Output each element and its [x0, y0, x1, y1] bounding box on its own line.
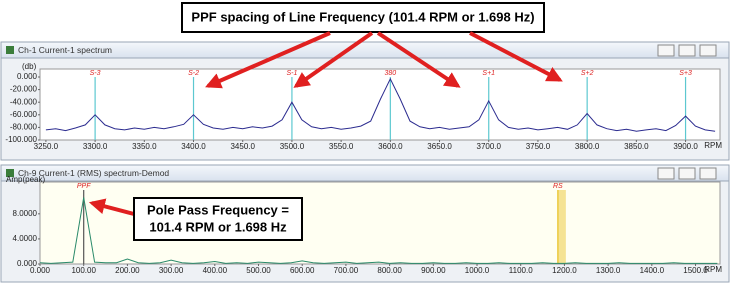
- marker-label: S+1: [482, 70, 495, 77]
- x-axis-label: RPM: [704, 265, 722, 274]
- marker-label: PPF: [77, 183, 91, 190]
- y-tick-label: 0.000: [17, 72, 38, 81]
- marker-band: [557, 190, 566, 264]
- spectrum-line: [39, 197, 718, 264]
- x-tick-label: 3500.0: [280, 142, 305, 151]
- marker-label: RS: [553, 183, 563, 190]
- x-tick-label: 3800.0: [575, 142, 600, 151]
- x-tick-label: 3600.0: [378, 142, 403, 151]
- x-tick-label: 3550.0: [329, 142, 354, 151]
- x-tick-label: 800.00: [377, 266, 402, 275]
- y-tick-label: 4.0000: [13, 234, 38, 243]
- marker-label: S-3: [90, 70, 101, 77]
- y-tick-label: 0.000: [17, 259, 38, 268]
- window-buttons[interactable]: [657, 167, 717, 180]
- callout-box: [133, 197, 303, 241]
- x-tick-label: 3850.0: [624, 142, 649, 151]
- x-tick-label: 400.00: [203, 266, 228, 275]
- marker-label: S+2: [581, 70, 594, 77]
- x-tick-label: 1200.0: [552, 266, 577, 275]
- y-tick-label: -60.000: [10, 110, 38, 119]
- x-tick-label: 3400.0: [181, 142, 206, 151]
- x-tick-label: 0.000: [30, 266, 51, 275]
- x-tick-label: 700.00: [334, 266, 359, 275]
- marker-label: S-2: [188, 70, 199, 77]
- x-tick-label: 3300.0: [83, 142, 108, 151]
- x-tick-label: 600.00: [290, 266, 315, 275]
- x-tick-label: 1000.0: [465, 266, 490, 275]
- x-tick-label: 900.00: [421, 266, 446, 275]
- window-title: Ch-1 Current-1 spectrum: [18, 45, 112, 55]
- y-tick-label: -100.000: [5, 135, 37, 144]
- x-tick-label: 1400.0: [640, 266, 665, 275]
- callout-text: Pole Pass Frequency =: [147, 202, 289, 217]
- x-tick-label: 100.00: [71, 266, 96, 275]
- callout-text: PPF spacing of Line Frequency (101.4 RPM…: [191, 9, 534, 24]
- arrows: [88, 31, 563, 216]
- x-tick-label: 1500.0: [683, 266, 708, 275]
- callout-text: 101.4 RPM or 1.698 Hz: [149, 219, 287, 234]
- x-tick-label: 1100.0: [509, 266, 533, 275]
- spectrum-line: [45, 77, 716, 132]
- x-tick-label: 1300.0: [596, 266, 621, 275]
- window-title: Ch-9 Current-1 (RMS) spectrum-Demod: [18, 168, 169, 178]
- x-tick-label: 300.00: [159, 266, 184, 275]
- x-tick-label: 3700.0: [477, 142, 502, 151]
- y-tick-label: 8.0000: [13, 209, 38, 218]
- window-buttons[interactable]: [657, 44, 717, 57]
- x-tick-label: 3750.0: [526, 142, 551, 151]
- marker-label: S-1: [286, 70, 297, 77]
- y-tick-label: -40.000: [10, 97, 38, 106]
- x-tick-label: 3900.0: [673, 142, 698, 151]
- y-axis-label: Amp(peak): [6, 175, 45, 184]
- x-tick-label: 200.00: [115, 266, 140, 275]
- x-tick-label: 3350.0: [132, 142, 157, 151]
- marker-label: S+3: [679, 70, 692, 77]
- y-tick-label: -80.000: [10, 123, 38, 132]
- x-tick-label: 3650.0: [427, 142, 452, 151]
- marker-label: 380: [384, 70, 396, 77]
- y-axis-label: (db): [22, 62, 37, 71]
- x-axis-label: RPM: [704, 141, 722, 150]
- x-tick-label: 3450.0: [230, 142, 255, 151]
- callout-box: [181, 2, 545, 33]
- x-tick-label: 500.00: [246, 266, 271, 275]
- x-tick-label: 3250.0: [34, 142, 59, 151]
- y-tick-label: -20.000: [10, 85, 38, 94]
